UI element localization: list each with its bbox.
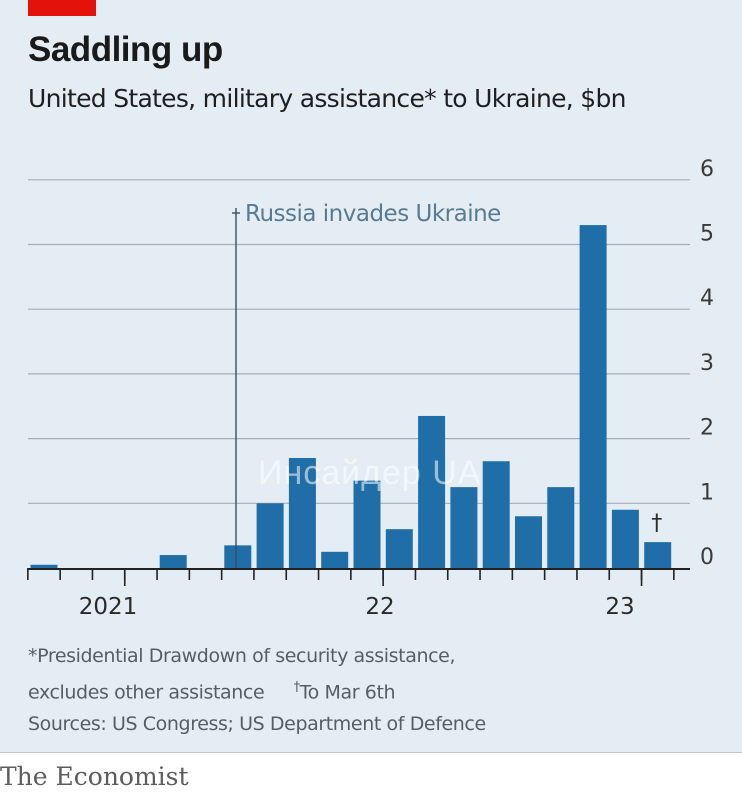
invasion-label: Russia invades Ukraine <box>245 201 501 227</box>
bars <box>30 225 672 568</box>
footnotes: *Presidential Drawdown of security assis… <box>28 640 486 740</box>
footnote-line-2: excludes other assistance †To Mar 6th <box>28 672 486 708</box>
x-tick-labels: 2021 22 23 <box>79 594 635 620</box>
chart-panel: Saddling up United States, military assi… <box>0 0 742 752</box>
bar <box>547 487 575 568</box>
footnote-line-2-text: excludes other assistance <box>28 681 265 704</box>
x-tick-label: 23 <box>605 594 634 620</box>
bar <box>418 415 446 568</box>
bar <box>450 487 478 568</box>
y-tick-label: 1 <box>700 480 714 505</box>
dagger-text: To Mar 6th <box>299 681 396 704</box>
bar <box>30 564 58 568</box>
dagger-mark: † <box>293 680 301 695</box>
x-axis <box>27 568 690 586</box>
x-tick-label: 2021 <box>79 594 138 620</box>
bar <box>482 461 510 568</box>
y-tick-label: 2 <box>700 416 714 441</box>
chart-subtitle: United States, military assistance* to U… <box>28 84 626 113</box>
brand-red-tag <box>28 0 96 16</box>
y-tick-label: 6 <box>700 157 714 182</box>
bar <box>256 503 284 568</box>
bar <box>515 516 542 568</box>
footnote-line-1: *Presidential Drawdown of security assis… <box>28 645 456 667</box>
footer-divider <box>0 752 742 753</box>
annotations: Russia invades Ukraine † <box>232 201 662 568</box>
brand-logo: The Economist <box>0 762 189 791</box>
bar <box>579 225 607 568</box>
bar <box>353 480 381 568</box>
bar <box>288 458 316 568</box>
dagger-annotation: † <box>651 511 662 536</box>
bar <box>159 555 187 568</box>
bar <box>385 529 413 568</box>
chart-title: Saddling up <box>28 30 223 69</box>
y-tick-label: 4 <box>700 286 714 311</box>
bar <box>321 551 349 568</box>
y-tick-labels: 0 1 2 3 4 5 6 <box>700 157 714 570</box>
watermark-text: Инсайдер UA <box>258 454 482 492</box>
y-tick-label: 0 <box>700 545 714 570</box>
y-tick-label: 5 <box>700 222 714 247</box>
bar <box>224 545 252 568</box>
bar <box>644 542 672 568</box>
x-tick-label: 22 <box>365 594 394 620</box>
bar <box>611 509 639 568</box>
sources-line: Sources: US Congress; US Department of D… <box>28 713 486 736</box>
y-tick-label: 3 <box>700 351 714 376</box>
